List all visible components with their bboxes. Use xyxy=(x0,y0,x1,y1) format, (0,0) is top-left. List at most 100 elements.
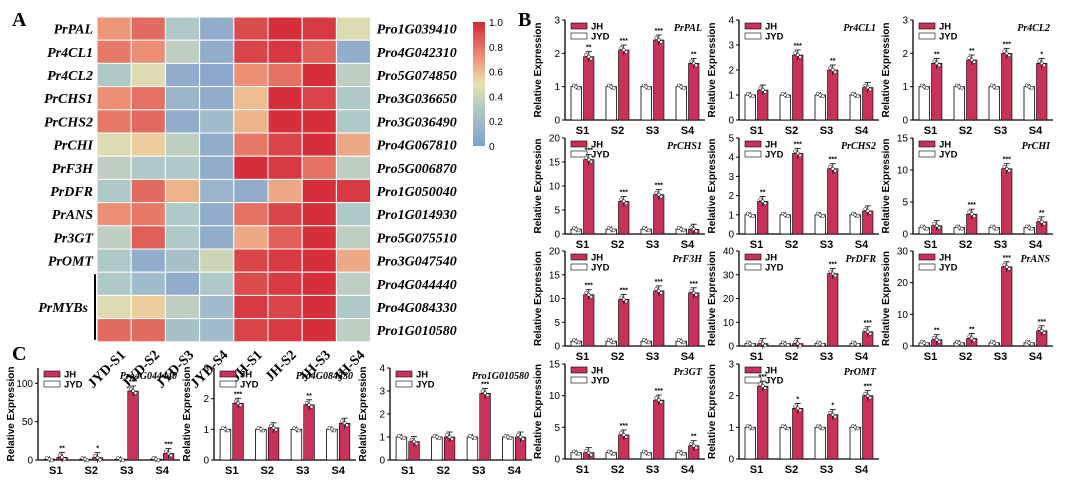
heatmap-cell xyxy=(130,132,166,157)
heatmap-cell xyxy=(96,318,132,343)
heatmap-cell xyxy=(96,225,132,250)
significance-marker: *** xyxy=(1003,157,1011,164)
heatmap-cell xyxy=(164,318,201,343)
x-tick-label: S3 xyxy=(646,239,659,251)
replicate-dot xyxy=(586,450,591,455)
bar-jh xyxy=(653,39,665,121)
replicate-dot xyxy=(57,453,62,458)
heatmap-cell xyxy=(335,155,372,180)
significance-marker: *** xyxy=(1003,255,1011,262)
legend-swatch-jh xyxy=(570,22,588,30)
bar-jh xyxy=(127,390,139,461)
replicate-dot xyxy=(798,343,803,348)
x-tick-label: S3 xyxy=(646,464,659,476)
y-tick-label: 1 xyxy=(728,210,734,221)
chart-title: Pro4G044440 xyxy=(120,371,177,382)
y-tick-label: 50 xyxy=(22,417,34,428)
replicate-dot xyxy=(619,295,624,300)
replicate-dot xyxy=(576,86,581,90)
replicate-dot xyxy=(798,408,803,413)
bar-jh xyxy=(827,273,839,347)
heatmap-gene-id: Pro1G050040 xyxy=(377,185,457,200)
replicate-dot xyxy=(758,197,763,202)
replicate-dot xyxy=(611,86,616,90)
replicate-dot xyxy=(586,54,591,59)
legend-swatch-jyd xyxy=(570,32,588,40)
bar-jh xyxy=(792,408,804,460)
y-tick-label: 10 xyxy=(897,310,909,321)
bar-jyd xyxy=(744,94,756,121)
heatmap-cell xyxy=(96,202,132,227)
heatmap-cell xyxy=(233,294,269,320)
colorbar-bar xyxy=(473,22,485,146)
replicate-dot xyxy=(868,211,873,215)
heatmap-cell xyxy=(96,39,132,64)
legend-label-jyd: JYD xyxy=(939,32,958,43)
x-tick-label: S2 xyxy=(85,465,98,477)
replicate-dot xyxy=(274,427,278,432)
heatmap-cell xyxy=(130,248,166,273)
bar-jyd xyxy=(1023,86,1035,121)
legend-label-jh: JH xyxy=(939,140,951,151)
replicate-dot xyxy=(694,445,699,450)
heatmap-cell xyxy=(233,155,269,180)
replicate-dot xyxy=(586,157,591,162)
heatmap-gene-id: Pro3G036490 xyxy=(377,115,457,130)
y-tick-label: 3 xyxy=(728,41,734,52)
y-tick-label: 2 xyxy=(728,191,734,202)
heatmap-row-label: PrDFR xyxy=(50,185,93,200)
legend-label-jyd: JYD xyxy=(591,376,610,387)
legend-label-jyd: JYD xyxy=(416,380,435,391)
significance-marker: ** xyxy=(1039,210,1045,217)
significance-marker: *** xyxy=(794,141,802,148)
chart-title: PrCHS1 xyxy=(667,141,702,152)
replicate-dot xyxy=(763,201,768,206)
heatmap-cell xyxy=(335,86,372,111)
x-tick-label: S2 xyxy=(611,351,624,363)
replicate-dot xyxy=(833,273,838,278)
significance-marker: ** xyxy=(586,45,592,52)
heatmap-row-label: Pr3GT xyxy=(53,231,94,246)
replicate-dot xyxy=(855,94,860,99)
heatmap-cell xyxy=(267,248,303,273)
replicate-dot xyxy=(659,400,664,404)
bar-jyd xyxy=(395,436,408,461)
group-label: PrMYBs xyxy=(38,301,88,316)
replicate-dot xyxy=(169,453,173,458)
bar-jyd xyxy=(814,94,826,121)
bar-jh xyxy=(792,153,804,235)
bar-jh xyxy=(232,402,244,461)
y-tick-label: 2 xyxy=(728,391,734,402)
bar-jh xyxy=(653,194,665,235)
heatmap-cell xyxy=(335,248,372,273)
y-axis-label: Relative Expression xyxy=(533,22,544,117)
replicate-dot xyxy=(868,395,873,400)
replicate-dot xyxy=(795,406,800,411)
legend-label-jyd: JYD xyxy=(591,263,610,274)
legend-label-jyd: JYD xyxy=(240,380,259,391)
heatmap-cell xyxy=(130,155,166,180)
replicate-dot xyxy=(611,340,616,345)
replicate-dot xyxy=(516,433,520,437)
x-tick-label: S3 xyxy=(820,239,833,251)
x-tick-label: S1 xyxy=(750,351,763,363)
replicate-dot xyxy=(833,70,838,74)
panel-label-a: A xyxy=(12,9,27,31)
heatmap-cell xyxy=(164,109,201,134)
heatmap-cell xyxy=(96,155,132,180)
replicate-dot xyxy=(624,299,629,304)
y-tick-label: 0 xyxy=(379,456,385,467)
replicate-dot xyxy=(830,166,835,171)
replicate-dot xyxy=(1037,217,1042,222)
y-tick-label: 1 xyxy=(902,82,908,93)
replicate-dot xyxy=(830,68,835,72)
legend-swatch-jh xyxy=(395,370,413,378)
replicate-dot xyxy=(121,458,125,463)
heatmap-cell xyxy=(267,318,303,343)
replicate-dot xyxy=(447,435,452,439)
y-tick-label: 1 xyxy=(728,91,734,102)
replicate-dot xyxy=(1042,221,1047,226)
replicate-dot xyxy=(261,428,266,433)
